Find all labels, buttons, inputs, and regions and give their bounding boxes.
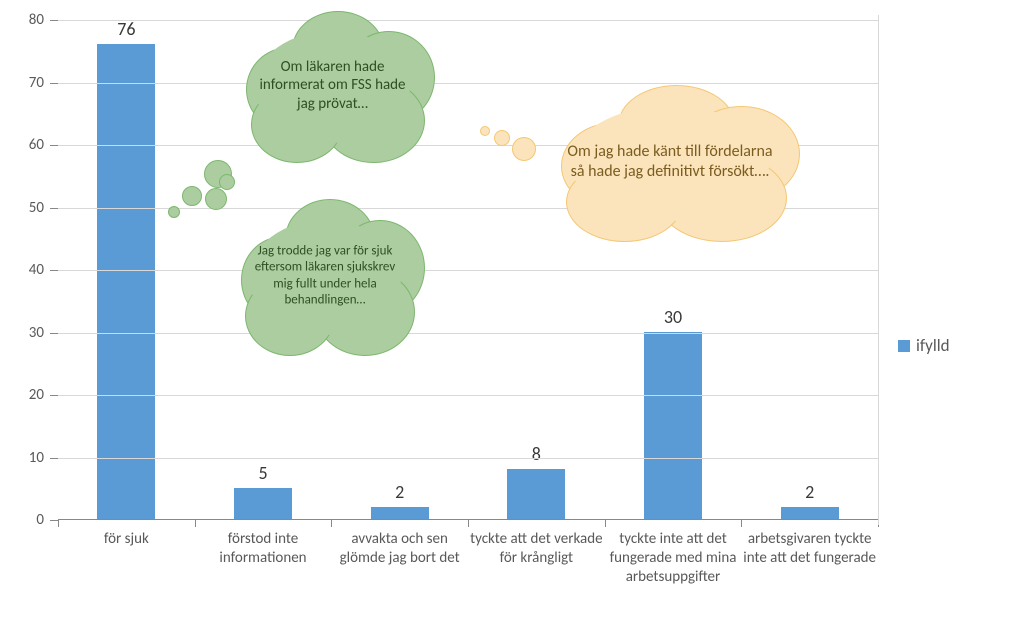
cloud-tail-bubble <box>182 186 202 206</box>
gridline <box>58 458 878 459</box>
x-axis-label: tyckte inte att det fungerade med mina a… <box>605 530 741 586</box>
cloud-tail-bubble <box>168 206 180 218</box>
thought-cloud: Jag trodde jag var för sjuk eftersom läk… <box>225 196 425 356</box>
y-axis-label: 60 <box>29 136 58 154</box>
bar <box>234 488 292 519</box>
legend-label: ifylld <box>916 335 950 356</box>
bar-value-label: 76 <box>117 18 135 40</box>
legend: ifylld <box>898 335 950 356</box>
y-axis-label: 40 <box>29 261 58 279</box>
y-axis-label: 70 <box>29 74 58 92</box>
legend-swatch <box>898 340 910 352</box>
plot-right-border <box>878 15 879 525</box>
cloud-text: Om jag hade känt till fördelarna så hade… <box>566 142 774 182</box>
bar <box>97 44 155 519</box>
x-axis-label: avvakta och sen glömde jag bort det <box>332 530 468 568</box>
gridline <box>58 333 878 334</box>
y-axis-label: 30 <box>29 324 58 342</box>
y-axis-label: 50 <box>29 199 58 217</box>
x-axis-label: förstod inte informationen <box>195 530 331 568</box>
cloud-tail-bubble <box>494 130 510 146</box>
gridline <box>58 270 878 271</box>
y-axis-label: 10 <box>29 449 58 467</box>
y-axis-label: 80 <box>29 11 58 29</box>
cloud-text: Om läkaren hade informerat om FSS hade j… <box>251 57 415 113</box>
gridline <box>58 20 878 21</box>
x-axis-label: för sjuk <box>58 530 194 549</box>
thought-cloud: Om jag hade känt till fördelarna så hade… <box>540 82 800 242</box>
bar-value-label: 5 <box>258 462 267 484</box>
thought-cloud: Om läkaren hade informerat om FSS hade j… <box>230 8 435 163</box>
y-axis-label: 20 <box>29 386 58 404</box>
bar <box>644 332 702 520</box>
bar <box>507 469 565 519</box>
x-axis-label: tyckte att det verkade för krångligt <box>468 530 604 568</box>
cloud-tail-bubble <box>512 137 536 161</box>
bar-value-label: 2 <box>395 481 404 503</box>
x-axis-label: arbetsgivaren tyckte inte att det funger… <box>742 530 878 568</box>
bar <box>371 507 429 520</box>
bar <box>781 507 839 520</box>
cloud-tail-bubble <box>219 174 235 190</box>
cloud-text: Jag trodde jag var för sjuk eftersom läk… <box>245 244 405 309</box>
cloud-tail-bubble <box>205 188 227 210</box>
bar-chart: 76528302 01020304050607080 för sjukförst… <box>0 0 1024 625</box>
bar-value-label: 30 <box>664 306 682 328</box>
cloud-tail-bubble <box>480 126 490 136</box>
y-axis-label: 0 <box>36 511 58 529</box>
bar-value-label: 2 <box>805 481 814 503</box>
gridline <box>58 395 878 396</box>
bar-value-label: 8 <box>532 443 541 465</box>
